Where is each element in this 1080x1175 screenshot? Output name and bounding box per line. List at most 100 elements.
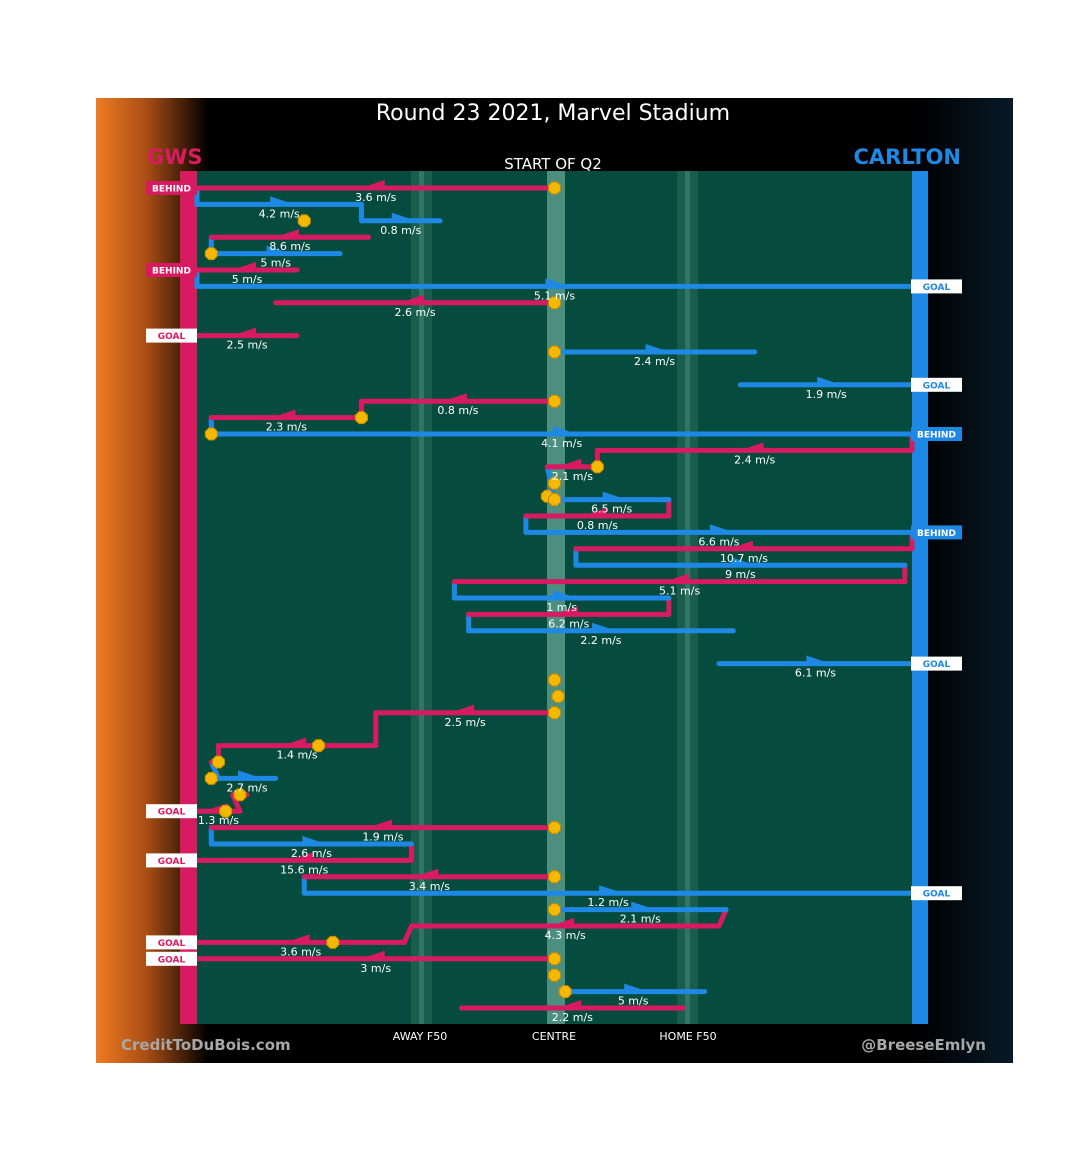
badge-text: GOAL xyxy=(923,283,951,293)
badge-text: GOAL xyxy=(923,381,951,391)
direction-arrow xyxy=(420,868,439,875)
stoppage-marker xyxy=(548,968,561,982)
speed-label: 3 m/s xyxy=(360,962,391,975)
speed-label: 0.8 m/s xyxy=(380,224,421,237)
home-f50-line-inner xyxy=(685,171,690,1024)
possession-segments xyxy=(194,180,915,1011)
direction-arrow xyxy=(559,606,578,613)
credit-left: CreditToDuBois.com xyxy=(121,1036,291,1054)
direction-arrow xyxy=(270,196,289,203)
speed-label: 3.6 m/s xyxy=(355,191,396,204)
badge-box xyxy=(146,804,197,819)
behind-badge: BEHIND xyxy=(146,181,197,195)
stoppage-marker xyxy=(204,771,218,785)
speed-label: 5 m/s xyxy=(232,273,263,286)
direction-arrow xyxy=(817,376,836,383)
stoppage-marker xyxy=(548,870,561,884)
goal-badge: GOAL xyxy=(911,656,962,671)
direction-arrow xyxy=(302,836,321,842)
direction-arrow xyxy=(238,770,257,777)
direction-arrow xyxy=(731,557,750,564)
stoppage-marker xyxy=(219,804,233,818)
speed-label: 1.4 m/s xyxy=(277,749,318,762)
direction-arrow xyxy=(406,294,425,301)
speed-label: 5 m/s xyxy=(260,257,291,270)
stoppage-marker xyxy=(548,345,561,359)
stoppage-marker xyxy=(548,706,561,720)
speed-label: 9 m/s xyxy=(725,568,756,581)
speed-label: 4.1 m/s xyxy=(541,437,582,450)
badge-text: BEHIND xyxy=(152,185,191,195)
stoppage-marker xyxy=(548,673,561,687)
direction-arrow xyxy=(556,918,575,924)
badge-text: BEHIND xyxy=(917,431,956,441)
direction-arrow xyxy=(288,737,307,744)
home-gradient-panel xyxy=(918,98,1013,1063)
direction-arrow xyxy=(280,229,299,236)
badge-box xyxy=(146,181,197,195)
speed-label: 4.3 m/s xyxy=(545,929,586,942)
stoppage-marker xyxy=(297,214,311,228)
goal-badge: GOAL xyxy=(911,279,962,294)
speed-label: 2.4 m/s xyxy=(734,453,775,466)
badge-text: GOAL xyxy=(158,332,186,342)
centre-label: CENTRE xyxy=(532,1030,576,1043)
stoppage-marker xyxy=(548,493,561,507)
badge-box xyxy=(911,377,962,392)
home-team-name: CARLTON xyxy=(854,145,962,169)
speed-label: 2.6 m/s xyxy=(394,306,435,319)
goal-badge: GOAL xyxy=(911,886,962,901)
direction-arrow xyxy=(552,590,571,596)
speed-label: 8.6 m/s xyxy=(269,240,310,253)
speed-label: 1.2 m/s xyxy=(588,896,629,909)
stoppage-marker xyxy=(590,460,604,474)
stoppage-marker xyxy=(548,952,561,966)
stoppage-marker xyxy=(204,247,218,261)
direction-arrow xyxy=(456,704,475,711)
speed-label: 1.3 m/s xyxy=(198,814,239,827)
direction-arrow xyxy=(745,442,764,449)
speed-label: 3.6 m/s xyxy=(280,945,321,958)
direction-arrow xyxy=(291,934,310,941)
speed-label: 10.7 m/s xyxy=(720,552,768,565)
behind-badge: BEHIND xyxy=(911,427,962,441)
direction-arrow xyxy=(602,491,621,498)
speed-label: 2.7 m/s xyxy=(226,781,267,794)
chart-title: Round 23 2021, Marvel Stadium xyxy=(376,101,730,126)
speed-label: 5 m/s xyxy=(618,995,649,1008)
speed-label: 2.1 m/s xyxy=(620,913,661,926)
speed-label: 2.5 m/s xyxy=(445,716,486,729)
direction-arrow xyxy=(238,327,257,334)
direction-arrow xyxy=(545,278,564,285)
chain-connector xyxy=(716,907,729,929)
direction-arrow xyxy=(670,573,689,580)
direction-arrow xyxy=(295,852,314,859)
direction-arrow xyxy=(563,1000,582,1006)
stoppage-marker xyxy=(548,181,561,195)
direction-arrow xyxy=(373,819,392,826)
direction-arrow xyxy=(806,655,825,662)
stoppage-marker xyxy=(204,427,218,441)
direction-arrow xyxy=(709,524,728,531)
direction-arrow xyxy=(238,262,257,268)
direction-arrow xyxy=(448,393,467,400)
speed-label: 2.2 m/s xyxy=(580,634,621,647)
badge-box xyxy=(911,656,962,671)
speed-label: 0.8 m/s xyxy=(577,519,618,532)
chain-connector xyxy=(401,923,414,945)
speed-label: 2.1 m/s xyxy=(552,470,593,483)
speed-label: 2.3 m/s xyxy=(266,421,307,434)
direction-arrow xyxy=(266,245,285,252)
speed-label: 6.5 m/s xyxy=(591,503,632,516)
goal-badge: GOAL xyxy=(146,935,197,950)
speed-label: 3.4 m/s xyxy=(409,880,450,893)
badge-box xyxy=(146,263,197,277)
direction-arrow xyxy=(734,540,753,547)
badge-text: GOAL xyxy=(158,857,186,867)
direction-arrow xyxy=(591,622,610,629)
stoppage-marker xyxy=(354,411,368,425)
behind-badge: BEHIND xyxy=(911,525,962,540)
stoppage-marker xyxy=(548,821,561,835)
away-team-name: GWS xyxy=(147,145,203,169)
direction-arrow xyxy=(624,983,643,990)
